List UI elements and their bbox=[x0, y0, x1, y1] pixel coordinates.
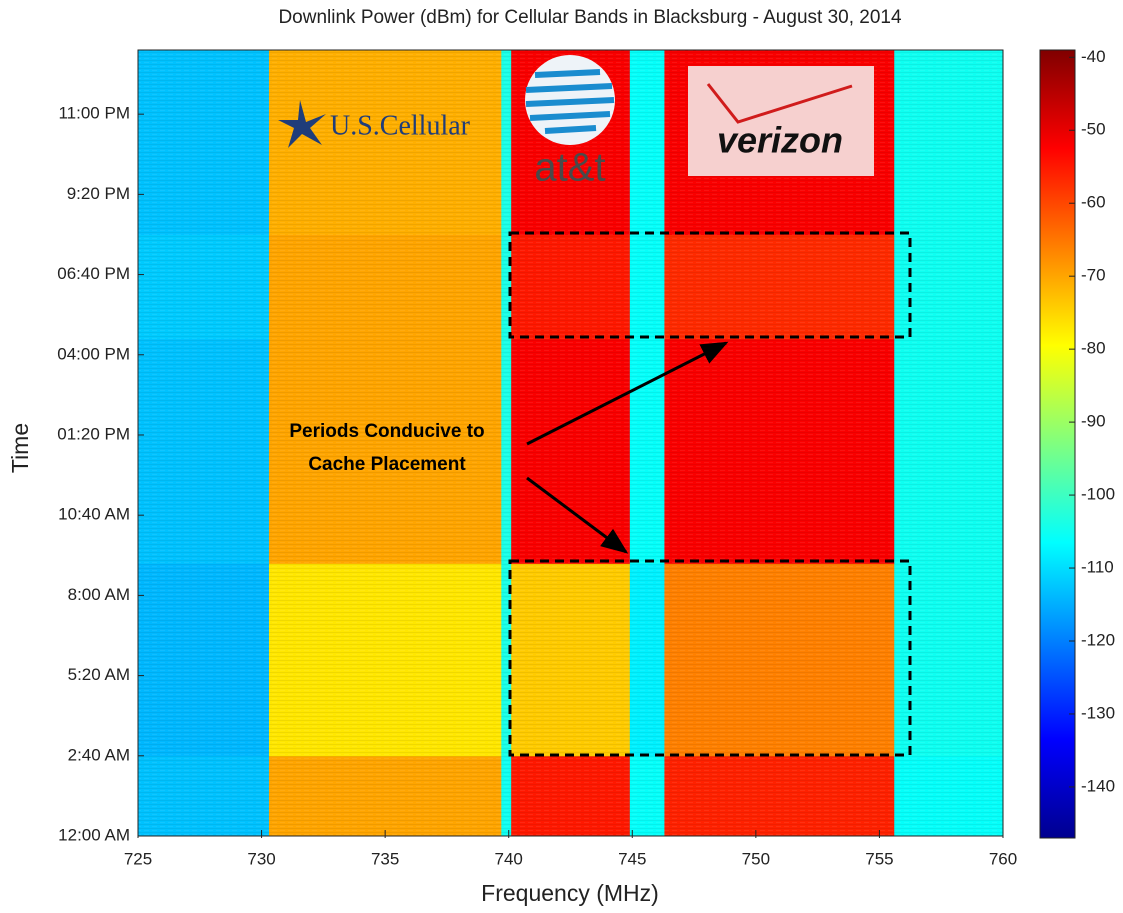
chart-title: Downlink Power (dBm) for Cellular Bands … bbox=[278, 7, 902, 28]
colorbar-tick-label: -60 bbox=[1081, 193, 1106, 212]
y-tick-label: 5:20 AM bbox=[68, 665, 130, 684]
x-tick-label: 755 bbox=[865, 849, 893, 868]
y-tick-label: 01:20 PM bbox=[57, 424, 130, 443]
logo-text: U.S.Cellular bbox=[330, 110, 471, 141]
colorbar bbox=[1040, 50, 1075, 838]
x-tick-label: 735 bbox=[371, 849, 399, 868]
colorbar-tick-label: -140 bbox=[1081, 776, 1115, 795]
annotation: Cache Placement bbox=[308, 454, 466, 475]
y-tick-label: 12:00 AM bbox=[58, 825, 130, 844]
colorbar-tick-label: -120 bbox=[1081, 630, 1115, 649]
logo-text: at&t bbox=[534, 146, 605, 190]
y-tick-label: 06:40 PM bbox=[57, 264, 130, 283]
y-tick-label: 04:00 PM bbox=[57, 344, 130, 363]
x-axis-label: Frequency (MHz) bbox=[481, 880, 659, 906]
x-tick-label: 725 bbox=[124, 849, 152, 868]
colorbar-tick-label: -130 bbox=[1081, 703, 1115, 722]
x-tick-label: 760 bbox=[989, 849, 1017, 868]
y-tick-label: 11:00 PM bbox=[58, 104, 130, 123]
x-tick-label: 745 bbox=[618, 849, 646, 868]
y-axis-label: Time bbox=[7, 423, 33, 473]
x-tick-label: 730 bbox=[247, 849, 275, 868]
logo-text: verizon bbox=[717, 120, 843, 161]
colorbar-tick-label: -90 bbox=[1081, 412, 1106, 431]
att-logo: at&t bbox=[525, 55, 615, 190]
colorbar-tick-label: -80 bbox=[1081, 339, 1106, 358]
colorbar-tick-label: -70 bbox=[1081, 266, 1106, 285]
x-tick-label: 750 bbox=[742, 849, 770, 868]
y-tick-label: 2:40 AM bbox=[68, 745, 130, 764]
y-tick-label: 8:00 AM bbox=[68, 585, 130, 604]
colorbar-tick-label: -40 bbox=[1081, 47, 1106, 66]
colorbar-tick-label: -100 bbox=[1081, 485, 1115, 504]
annotation: Periods Conducive to bbox=[289, 421, 484, 442]
x-tick-label: 740 bbox=[495, 849, 523, 868]
y-tick-label: 10:40 AM bbox=[58, 505, 130, 524]
chart: Downlink Power (dBm) for Cellular Bands … bbox=[0, 0, 1123, 913]
y-tick-label: 9:20 PM bbox=[67, 184, 130, 203]
colorbar-tick-label: -50 bbox=[1081, 120, 1106, 139]
colorbar-tick-label: -110 bbox=[1081, 558, 1114, 577]
page: {"chart_data": { "type": "heatmap", "tit… bbox=[0, 0, 1123, 913]
verizon-logo: verizon bbox=[688, 66, 874, 176]
